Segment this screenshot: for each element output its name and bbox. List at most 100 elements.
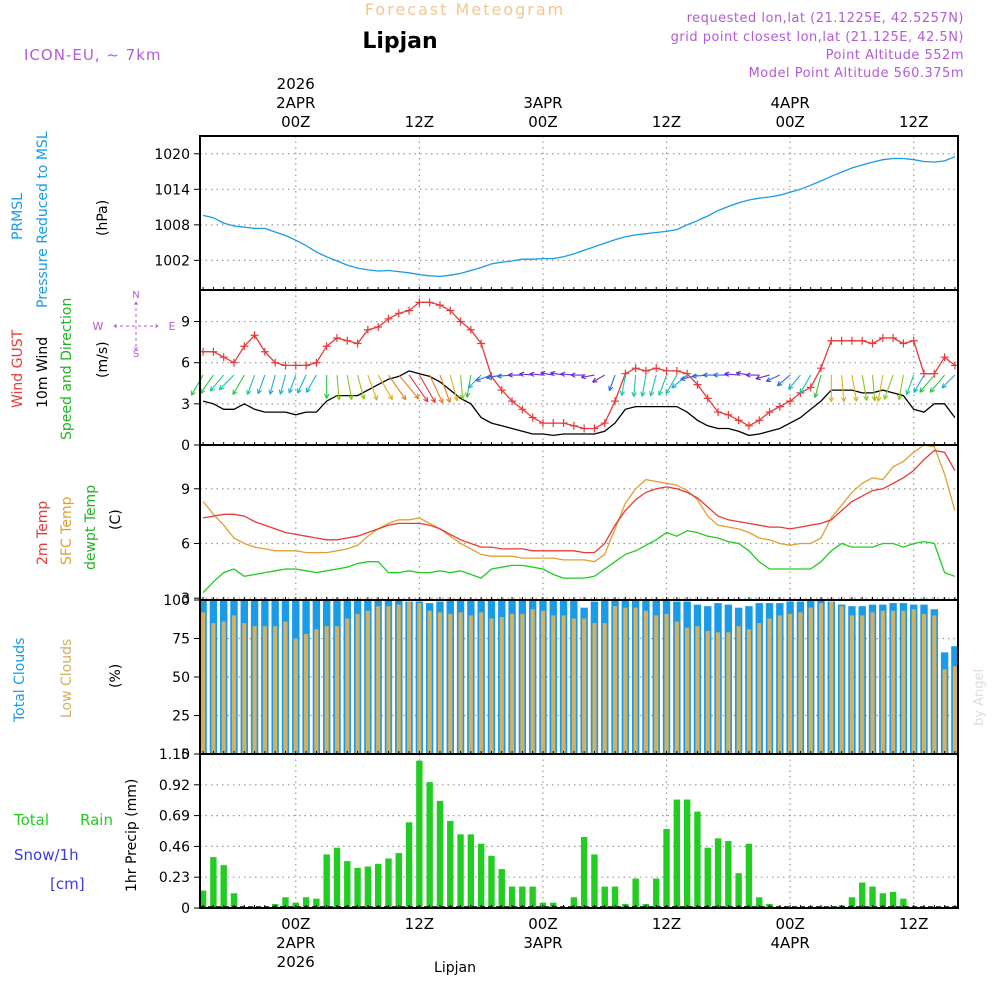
gust-marker xyxy=(435,301,444,310)
low-cloud-bar xyxy=(509,613,515,754)
low-cloud-bar xyxy=(540,610,546,754)
clouds-unit: (%) xyxy=(108,664,124,688)
wind-direction-arrow xyxy=(640,374,647,397)
low-cloud-bar xyxy=(736,626,741,754)
gust-marker xyxy=(765,408,774,417)
credit-watermark: by Angel xyxy=(972,669,987,726)
rain-bar xyxy=(704,847,711,908)
gust-marker xyxy=(868,339,877,348)
gust-marker xyxy=(353,339,362,348)
low-cloud-bar xyxy=(788,613,793,754)
point-altitude: Point Altitude 552m xyxy=(826,48,964,63)
compass-rose: N S W E xyxy=(93,290,176,360)
gust-marker xyxy=(229,358,238,367)
gust-marker xyxy=(250,331,259,340)
low-cloud-bar xyxy=(396,604,401,754)
wind-direction-arrow xyxy=(671,374,688,389)
top-time-label: 12Z xyxy=(405,113,434,131)
wind-direction-arrow xyxy=(851,374,859,402)
rain-bar xyxy=(735,873,742,908)
wind-direction-arrow xyxy=(897,374,904,401)
requested-coords: requested lon,lat (21.1225E, 42.5257N) xyxy=(687,11,964,26)
gust-line xyxy=(203,301,956,430)
gust-marker xyxy=(693,380,702,389)
rain-bar xyxy=(663,828,670,908)
pressure-frame xyxy=(199,135,959,291)
tsfc-line xyxy=(202,444,956,563)
low-cloud-bar xyxy=(839,606,844,754)
gust-marker xyxy=(363,325,372,334)
gust-marker xyxy=(291,361,300,370)
rain-bar xyxy=(344,861,351,908)
rain-bar xyxy=(879,893,887,908)
gust-marker xyxy=(590,424,599,433)
bottom-time-label: 12Z xyxy=(899,915,928,933)
gust-marker xyxy=(332,334,341,343)
rain-bar xyxy=(580,837,588,908)
dewpt-line xyxy=(202,530,956,594)
compass-west: W xyxy=(93,320,104,333)
rain-bar xyxy=(447,820,454,908)
clouds-tick-label: 50 xyxy=(172,670,190,686)
gust-marker xyxy=(889,334,898,343)
top-time-label: 12Z xyxy=(652,113,681,131)
wind-direction-arrow xyxy=(429,374,444,404)
rain-bar xyxy=(653,878,660,908)
prmsl-label: PRMSL xyxy=(10,193,26,240)
gust-marker xyxy=(219,353,228,362)
low-cloud-bar xyxy=(664,613,669,754)
model-name: ICON-EU, ~ 7km xyxy=(24,46,162,64)
wind-direction-arrow xyxy=(418,374,436,404)
low-cloud-bar xyxy=(355,613,360,754)
low-cloud-bar xyxy=(293,638,298,754)
wind-direction-arrow xyxy=(367,374,379,401)
temperature-tick-label: 6 xyxy=(181,536,190,552)
low-cloud-bar xyxy=(623,607,628,754)
gust-marker xyxy=(940,353,949,362)
wind-direction-arrow xyxy=(246,374,256,396)
wind-direction-arrow xyxy=(324,375,330,399)
low-cloud-bar xyxy=(427,610,432,754)
low-cloud-bar xyxy=(417,603,422,754)
t2m-label: 2m Temp xyxy=(35,501,51,565)
wind-direction-arrow xyxy=(941,374,956,389)
wind-direction-arrow xyxy=(799,374,812,394)
rain-bar xyxy=(395,853,402,908)
wind-direction-arrow xyxy=(591,374,606,383)
wind-direction-arrow xyxy=(540,370,554,377)
gust-marker xyxy=(878,334,887,343)
low-cloud-bar xyxy=(231,615,237,754)
wind-frame xyxy=(199,289,959,446)
wind-direction-arrow xyxy=(278,374,287,395)
gust-marker xyxy=(343,336,352,345)
dewpt-label: dewpt Temp xyxy=(83,485,99,570)
rain-bar xyxy=(673,799,681,908)
gust-marker xyxy=(652,364,661,373)
gust-marker xyxy=(580,424,589,433)
low-cloud-bar xyxy=(695,626,700,754)
gust-marker xyxy=(714,408,723,417)
temp-2m-line xyxy=(202,449,956,554)
label-layer: 1002 1008 1014 1020 0 3 6 9 3 6 9 0 25 50 75 100 0 0.23 0.… xyxy=(154,75,928,971)
gust-marker xyxy=(672,366,681,375)
wind-direction-arrow xyxy=(776,374,791,387)
low-cloud-bar xyxy=(643,610,649,754)
gust-marker xyxy=(456,317,465,326)
gust-marker xyxy=(920,369,929,378)
gust-marker xyxy=(775,402,784,411)
precip-tick-label: 0 xyxy=(181,901,190,917)
low-cloud-bar xyxy=(612,606,618,754)
low-cloud-bar xyxy=(561,615,566,754)
bottom-time-label: 4APR xyxy=(770,934,809,952)
wind-direction-arrow xyxy=(439,374,452,403)
temperature-tick-label: 9 xyxy=(181,482,190,498)
wind-direction-arrow xyxy=(449,374,459,402)
gust-marker xyxy=(909,336,918,345)
low-cloud-bar xyxy=(571,618,576,754)
bottom-time-label: 2026 xyxy=(277,953,315,971)
gust-marker xyxy=(724,410,733,419)
low-cloud-bar xyxy=(633,607,638,754)
wind-direction-arrow xyxy=(828,375,834,403)
wind-direction-arrow xyxy=(357,374,366,400)
